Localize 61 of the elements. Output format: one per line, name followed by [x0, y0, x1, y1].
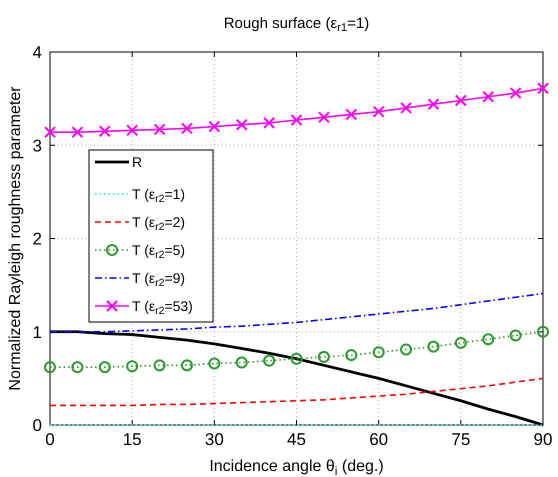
y-tick-label: 3 [32, 136, 42, 156]
legend-label: T (ε$_{r2}$=9) [132, 270, 186, 290]
chart-title: Rough surface (ε$_{r1}$=1) [224, 15, 370, 34]
point [454, 94, 467, 106]
point [510, 87, 522, 100]
point [44, 361, 56, 374]
y-tick-label: 4 [32, 43, 42, 62]
point [345, 108, 358, 120]
point [345, 349, 358, 362]
point [263, 116, 276, 129]
point [318, 111, 330, 124]
point [372, 346, 385, 358]
y-tick-label: 0 [32, 416, 42, 435]
y-tick-label: 2 [32, 230, 42, 248]
x-tick-label: 30 [204, 430, 224, 449]
point [482, 333, 494, 346]
point [454, 336, 467, 349]
x-tick-label: 0 [45, 430, 55, 449]
line-series [49, 292, 544, 333]
point [208, 357, 220, 370]
point [537, 326, 549, 338]
point [126, 124, 138, 136]
point [208, 120, 220, 133]
x-tick-label: 60 [369, 430, 388, 449]
point [318, 350, 330, 363]
point [427, 98, 440, 110]
point [290, 352, 302, 365]
legend-label: T (ε$_{r2}$=1) [132, 186, 186, 206]
point [263, 354, 276, 367]
point [180, 122, 193, 134]
point [98, 125, 111, 138]
point [180, 359, 193, 372]
point [290, 114, 302, 126]
point [236, 118, 248, 131]
point [510, 329, 522, 342]
point [126, 360, 138, 372]
legend-label: T (ε$_{r2}$=2) [132, 214, 186, 234]
x-tick-label: 75 [451, 430, 470, 449]
point [98, 361, 111, 374]
point [400, 343, 412, 356]
legend-label: R [132, 154, 142, 170]
point [537, 82, 549, 94]
x-tick-label: 15 [122, 430, 142, 449]
point [154, 123, 166, 136]
legend-label: T (ε$_{r2}$=53) [132, 298, 193, 318]
point [236, 356, 248, 369]
y-axis-title: Normalized Rayleigh roughness parameter [7, 86, 24, 391]
point [372, 106, 385, 118]
point [71, 126, 84, 138]
point [44, 126, 56, 138]
line-series [49, 378, 544, 406]
point [427, 340, 440, 353]
x-tick-label: 90 [534, 430, 552, 449]
legend-label: T (ε$_{r2}$=5) [132, 242, 186, 262]
y-tick-label: 1 [32, 322, 42, 342]
x-axis-title: Incidence angle θ$_{i}$ (deg.) [209, 458, 384, 477]
point [154, 359, 166, 372]
point [482, 90, 494, 103]
x-tick-label: 45 [287, 430, 306, 449]
point [400, 102, 412, 114]
point [71, 361, 84, 374]
